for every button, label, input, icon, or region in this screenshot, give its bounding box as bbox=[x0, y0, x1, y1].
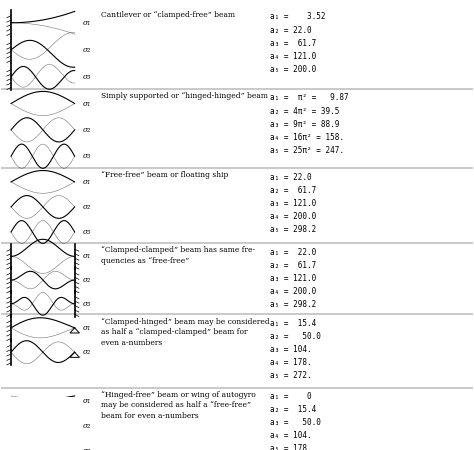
Text: a₁ =  22.0: a₁ = 22.0 bbox=[270, 248, 316, 256]
Text: a₄ = 200.0: a₄ = 200.0 bbox=[270, 212, 316, 220]
Text: a₂ =  61.7: a₂ = 61.7 bbox=[270, 261, 316, 270]
Text: a₄ = 104.: a₄ = 104. bbox=[270, 431, 311, 440]
Text: σ₁: σ₁ bbox=[82, 99, 91, 108]
Text: a₃ = 121.0: a₃ = 121.0 bbox=[270, 274, 316, 283]
Text: a₁ =    0: a₁ = 0 bbox=[270, 392, 311, 401]
Text: a₁ =    3.52: a₁ = 3.52 bbox=[270, 13, 326, 22]
Text: σ₃: σ₃ bbox=[82, 152, 91, 160]
Text: a₄ = 16π² = 158.: a₄ = 16π² = 158. bbox=[270, 133, 344, 142]
Text: a₁ =  15.4: a₁ = 15.4 bbox=[270, 319, 316, 328]
Text: σ₁: σ₁ bbox=[82, 19, 91, 27]
Text: a₅ = 298.2: a₅ = 298.2 bbox=[270, 225, 316, 234]
Text: a₅ = 25π² = 247.: a₅ = 25π² = 247. bbox=[270, 146, 344, 155]
Text: σ₁: σ₁ bbox=[82, 252, 91, 261]
Text: σ₃: σ₃ bbox=[82, 447, 91, 450]
Text: a₅ = 298.2: a₅ = 298.2 bbox=[270, 300, 316, 309]
Text: a₁ = 22.0: a₁ = 22.0 bbox=[270, 172, 311, 181]
Text: a₅ = 200.0: a₅ = 200.0 bbox=[270, 65, 316, 74]
Text: σ₂: σ₂ bbox=[82, 46, 91, 54]
Text: σ₂: σ₂ bbox=[82, 126, 91, 134]
Text: a₃ =   50.0: a₃ = 50.0 bbox=[270, 418, 321, 427]
Text: σ₂: σ₂ bbox=[82, 276, 91, 284]
Text: “Hinged-free” beam or wing of autogyro
may be considered as half a “free-free”
b: “Hinged-free” beam or wing of autogyro m… bbox=[101, 391, 256, 420]
Text: a₄ = 121.0: a₄ = 121.0 bbox=[270, 52, 316, 61]
Text: “Free-free” beam or floating ship: “Free-free” beam or floating ship bbox=[101, 171, 228, 180]
Text: a₃ =  61.7: a₃ = 61.7 bbox=[270, 39, 316, 48]
Text: a₃ = 104.: a₃ = 104. bbox=[270, 345, 311, 354]
Text: σ₂: σ₂ bbox=[82, 348, 91, 356]
Text: a₁ =  π² =   9.87: a₁ = π² = 9.87 bbox=[270, 94, 348, 103]
Text: a₂ =  15.4: a₂ = 15.4 bbox=[270, 405, 316, 414]
Text: Cantilever or “clamped-free” beam: Cantilever or “clamped-free” beam bbox=[101, 11, 236, 19]
Text: a₄ = 178.: a₄ = 178. bbox=[270, 358, 311, 367]
Text: a₃ = 9π² = 88.9: a₃ = 9π² = 88.9 bbox=[270, 120, 339, 129]
Text: a₄ = 200.0: a₄ = 200.0 bbox=[270, 287, 316, 296]
Text: σ₂: σ₂ bbox=[82, 203, 91, 211]
Text: σ₁: σ₁ bbox=[82, 397, 91, 405]
Text: a₂ =  61.7: a₂ = 61.7 bbox=[270, 185, 316, 194]
Text: a₅ = 178.: a₅ = 178. bbox=[270, 444, 311, 450]
Text: “Clamped-hinged” beam may be considered
as half a “clamped-clamped” beam for
eve: “Clamped-hinged” beam may be considered … bbox=[101, 318, 270, 347]
Text: a₂ = 4π² = 39.5: a₂ = 4π² = 39.5 bbox=[270, 107, 339, 116]
Text: a₅ = 272.: a₅ = 272. bbox=[270, 371, 311, 380]
Text: σ₂: σ₂ bbox=[82, 423, 91, 430]
Text: σ₃: σ₃ bbox=[82, 228, 91, 236]
Text: “Clamped-clamped” beam has same fre-
quencies as “free-free”: “Clamped-clamped” beam has same fre- que… bbox=[101, 247, 255, 265]
Text: σ₃: σ₃ bbox=[82, 73, 91, 81]
Text: a₂ =   50.0: a₂ = 50.0 bbox=[270, 332, 321, 341]
Text: Simply supported or “hinged-hinged” beam: Simply supported or “hinged-hinged” beam bbox=[101, 92, 268, 100]
Text: σ₃: σ₃ bbox=[82, 300, 91, 308]
Text: a₂ = 22.0: a₂ = 22.0 bbox=[270, 26, 311, 35]
Text: σ₁: σ₁ bbox=[82, 324, 91, 332]
Text: σ₁: σ₁ bbox=[82, 178, 91, 186]
Text: a₃ = 121.0: a₃ = 121.0 bbox=[270, 198, 316, 207]
